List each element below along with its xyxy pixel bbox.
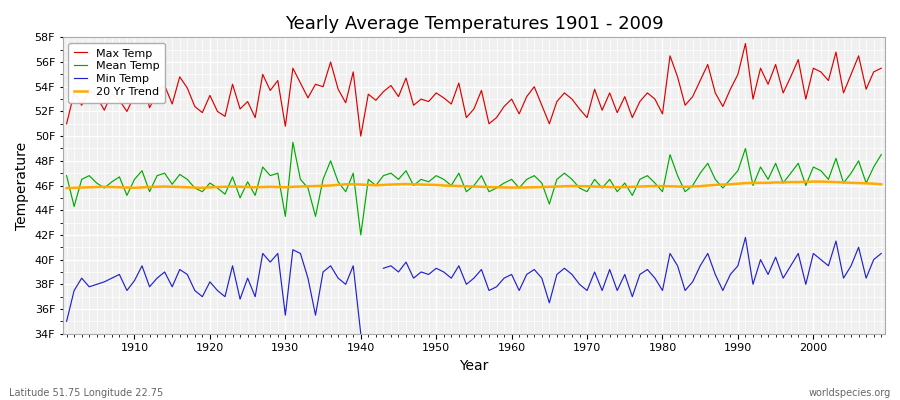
Max Temp [356, 134, 366, 138]
20 Yr Trend [808, 179, 819, 184]
Mean Temp [356, 232, 366, 237]
Line: Max Temp: Max Temp [67, 44, 881, 136]
20 Yr Trend [287, 184, 298, 189]
Max Temp [61, 121, 72, 126]
Min Temp [514, 288, 525, 293]
Line: Mean Temp: Mean Temp [67, 142, 881, 235]
Mean Temp [340, 189, 351, 194]
Max Temp [506, 97, 517, 102]
Min Temp [61, 319, 72, 324]
Max Temp [604, 90, 615, 95]
Max Temp [876, 66, 886, 71]
Max Temp [122, 109, 132, 114]
Min Temp [506, 272, 517, 277]
20 Yr Trend [876, 182, 886, 187]
Line: Min Temp: Min Temp [67, 237, 881, 334]
20 Yr Trend [506, 185, 517, 190]
Text: worldspecies.org: worldspecies.org [809, 388, 891, 398]
Min Temp [287, 247, 298, 252]
X-axis label: Year: Year [459, 359, 489, 373]
Min Temp [122, 288, 132, 293]
Min Temp [333, 276, 344, 280]
20 Yr Trend [597, 184, 608, 189]
20 Yr Trend [499, 185, 509, 190]
Y-axis label: Temperature: Temperature [15, 142, 29, 230]
Title: Yearly Average Temperatures 1901 - 2009: Yearly Average Temperatures 1901 - 2009 [284, 15, 663, 33]
Legend: Max Temp, Mean Temp, Min Temp, 20 Yr Trend: Max Temp, Mean Temp, Min Temp, 20 Yr Tre… [68, 43, 166, 103]
Mean Temp [876, 152, 886, 157]
Min Temp [604, 267, 615, 272]
Mean Temp [122, 193, 132, 198]
Mean Temp [61, 173, 72, 178]
Max Temp [287, 66, 298, 71]
Min Temp [876, 251, 886, 256]
Mean Temp [612, 189, 623, 194]
Max Temp [333, 87, 344, 92]
Text: Latitude 51.75 Longitude 22.75: Latitude 51.75 Longitude 22.75 [9, 388, 163, 398]
Max Temp [740, 41, 751, 46]
20 Yr Trend [333, 182, 344, 187]
Mean Temp [295, 177, 306, 182]
Mean Temp [514, 186, 525, 190]
Mean Temp [521, 177, 532, 182]
Max Temp [514, 112, 525, 116]
Line: 20 Yr Trend: 20 Yr Trend [67, 182, 881, 188]
Mean Temp [287, 140, 298, 145]
20 Yr Trend [122, 185, 132, 190]
20 Yr Trend [61, 186, 72, 190]
